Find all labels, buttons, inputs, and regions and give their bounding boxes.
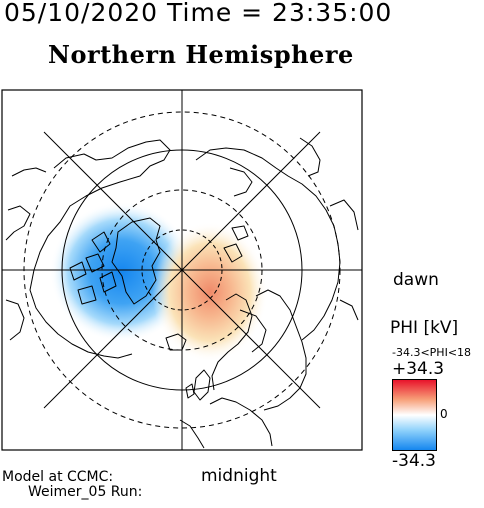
midnight-label: midnight (201, 466, 277, 486)
dawn-label: dawn (393, 270, 439, 290)
colorbar-max-label: +34.3 (392, 359, 445, 379)
model-credit-line: Model at CCMC: (2, 469, 114, 485)
colorbar (392, 379, 437, 451)
colorbar-zero-label: 0 (440, 407, 448, 421)
datetime-title: 05/10/2020 Time = 23:35:00 (4, 0, 393, 27)
meridian-diagonal-2 (43, 131, 321, 409)
plot-frame (1, 89, 363, 451)
coastlines (5, 137, 359, 449)
positive-potential-cell (152, 222, 268, 362)
run-credit-line: Weimer_05 Run: (28, 484, 143, 500)
colorbar-min-label: -34.3 (392, 451, 436, 471)
hemisphere-title: Northern Hemisphere (48, 40, 354, 69)
colorbar-range-label: -34.3<PHI<18 (392, 346, 472, 359)
colorbar-quantity-label: PHI [kV] (390, 318, 459, 338)
